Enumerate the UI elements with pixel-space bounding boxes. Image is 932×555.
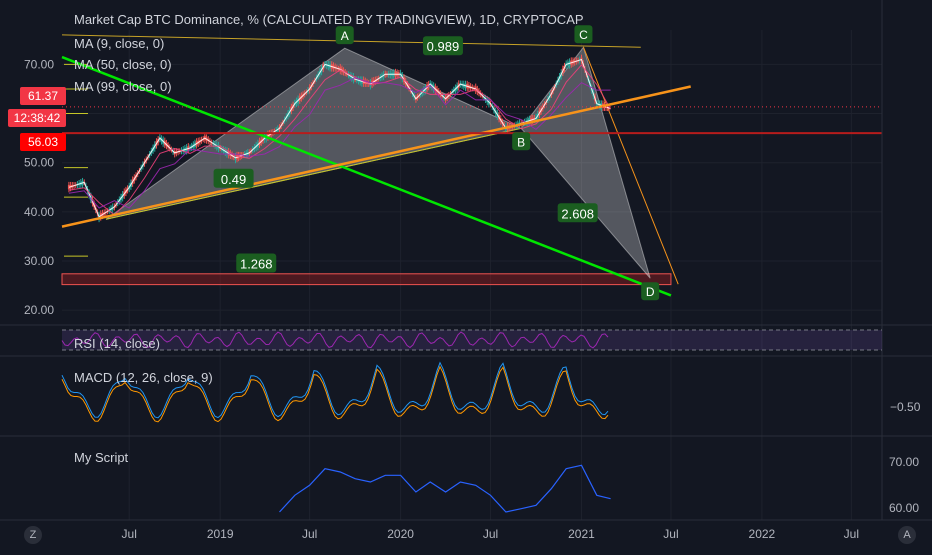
x-tick-label: Jul — [122, 527, 137, 541]
x-tick-label: 2021 — [568, 527, 595, 541]
ratio-box — [213, 168, 254, 188]
pattern-point-label: A — [341, 29, 349, 43]
rsi-band — [62, 330, 882, 350]
ma50-line — [68, 64, 612, 216]
red-level-badge: 56.03 — [20, 133, 66, 151]
ratio-label: 2.608 — [561, 206, 594, 221]
x-tick-label: 2022 — [749, 527, 776, 541]
x-tick-label: 2020 — [387, 527, 414, 541]
y-tick-label: 50.00 — [24, 156, 54, 170]
auto-scale-button[interactable]: A — [898, 526, 916, 544]
support-zone — [61, 273, 672, 286]
zoom-button[interactable]: Z — [24, 526, 42, 544]
last-price-badge: 61.37 — [20, 87, 66, 105]
pattern-point-label: C — [579, 28, 588, 42]
candle-body — [337, 68, 340, 70]
y-tick-label: 70.00 — [24, 57, 54, 71]
pattern-point-box — [512, 132, 531, 151]
countdown-badge: 12:38:42 — [8, 109, 66, 127]
ma-label-99[interactable]: MA (99, close, 0) — [74, 79, 172, 94]
ratio-label: 0.49 — [221, 172, 246, 187]
x-tick-label: Jul — [302, 527, 317, 541]
macd-tick: −0.50 — [890, 400, 921, 414]
script-label[interactable]: My Script — [74, 450, 129, 465]
x-tick-label: 2019 — [207, 527, 234, 541]
ma-label-50[interactable]: MA (50, close, 0) — [74, 57, 172, 72]
y-tick-label: 40.00 — [24, 205, 54, 219]
ratio-label: 1.268 — [240, 256, 273, 271]
rsi-label[interactable]: RSI (14, close) — [74, 336, 160, 351]
macd-signal-line — [61, 365, 609, 423]
trendline-orange — [61, 85, 691, 228]
pattern-point-label: B — [517, 135, 525, 149]
script-tick-70: 70.00 — [889, 455, 920, 469]
rsi-line — [61, 331, 609, 349]
pattern-xb-line — [105, 127, 522, 220]
pattern-point-box — [641, 282, 660, 301]
pattern-point-box — [574, 25, 593, 44]
ma99-line — [68, 77, 611, 209]
candle-body — [385, 74, 388, 76]
x-tick-label: Jul — [483, 527, 498, 541]
ratio-box — [557, 203, 598, 223]
script-tick-60: 60.00 — [889, 501, 920, 515]
ratio-box — [422, 36, 463, 56]
pattern-point-box — [335, 26, 354, 45]
pattern-cd-projection — [582, 47, 679, 285]
trendline-green — [61, 55, 672, 297]
chart-title: Market Cap BTC Dominance, % (CALCULATED … — [74, 12, 584, 27]
ratio-label: 0.989 — [427, 39, 460, 54]
y-tick-label: 20.00 — [24, 303, 54, 317]
x-tick-label: Jul — [663, 527, 678, 541]
ratio-box — [236, 253, 277, 273]
ma-label-9[interactable]: MA (9, close, 0) — [74, 36, 165, 51]
macd-label[interactable]: MACD (12, 26, close, 9) — [74, 370, 213, 385]
x-tick-label: Jul — [844, 527, 859, 541]
my-script-line — [279, 464, 611, 513]
macd-line — [61, 361, 609, 419]
y-tick-label: 30.00 — [24, 254, 54, 268]
pattern-point-label: D — [646, 285, 655, 299]
